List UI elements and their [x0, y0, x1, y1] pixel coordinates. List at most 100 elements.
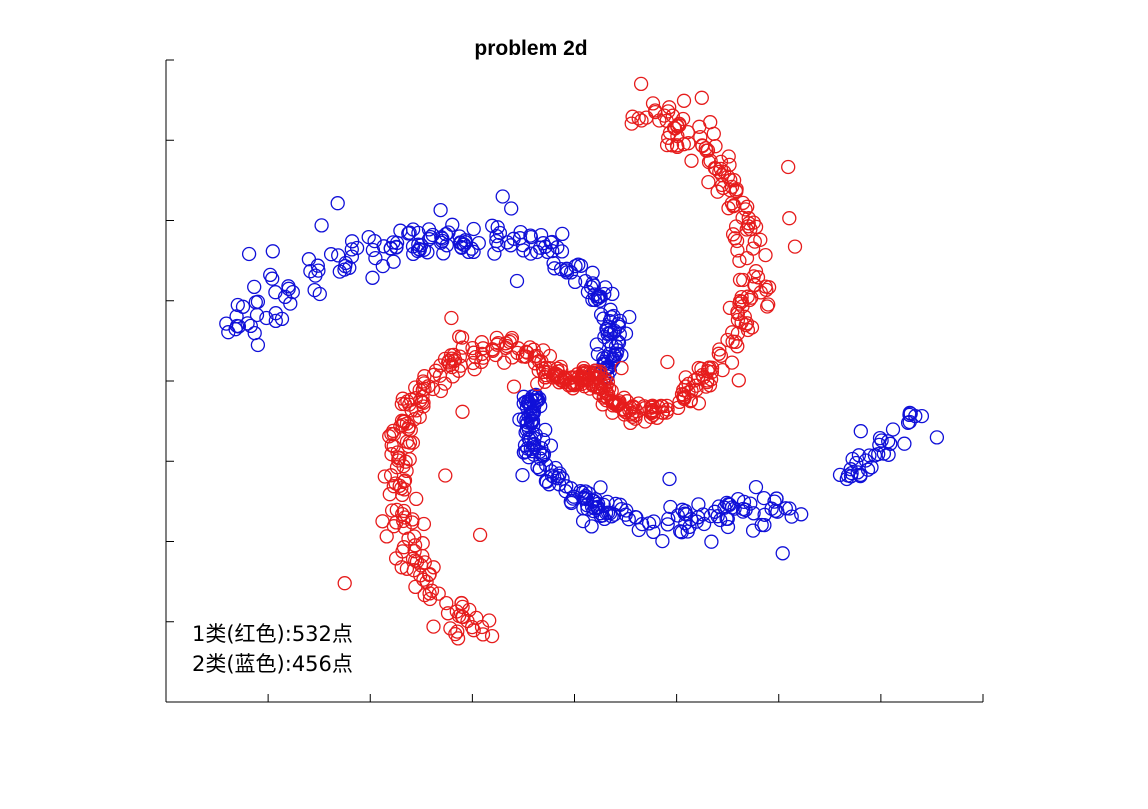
class1-point [396, 503, 412, 519]
class1-point [601, 387, 616, 402]
class1-point [666, 120, 682, 136]
class2-annotation: 2类(蓝色):456点 [192, 652, 353, 676]
class1-point [724, 179, 740, 195]
class1-point [645, 96, 661, 111]
class2-point [663, 499, 678, 515]
class2-point [518, 425, 533, 440]
class2-point [546, 469, 562, 485]
class2-point [673, 524, 688, 539]
class2-point [342, 260, 357, 275]
class1-point [446, 354, 461, 369]
class2-point [768, 503, 783, 518]
class1-point [518, 344, 534, 359]
class2-point [523, 408, 538, 423]
class2-point [466, 221, 481, 237]
class1-point [736, 272, 751, 288]
class2-point [281, 279, 296, 294]
class1-point [561, 378, 577, 393]
class1-point [484, 628, 500, 644]
class1-point [721, 149, 736, 164]
class2-point [489, 228, 504, 244]
class2-point [655, 533, 670, 549]
class1-point [701, 361, 716, 376]
class2-point [529, 244, 545, 260]
class1-point [438, 468, 453, 483]
class2-point [597, 329, 612, 345]
class2-point [661, 511, 676, 527]
class2-point [547, 261, 562, 276]
class2-point [525, 437, 541, 453]
class2-point [874, 433, 889, 448]
class1-annotation: 1类(红色):532点 [192, 622, 353, 646]
y-ticks [166, 59, 174, 703]
class2-point [767, 494, 782, 509]
class2-point [401, 226, 416, 241]
class2-point [719, 495, 734, 511]
class1-point [787, 239, 803, 254]
class1-point [753, 285, 768, 300]
class2-point [722, 497, 737, 512]
class1-point [472, 527, 488, 543]
class2-point [593, 508, 608, 524]
class2-point [368, 250, 383, 266]
class1-point [691, 360, 706, 376]
class1-point [690, 370, 706, 386]
class2-point [587, 292, 603, 308]
class1-point [526, 342, 541, 357]
class2-point [585, 265, 600, 280]
class1-point [453, 358, 468, 373]
class1-point [748, 264, 764, 279]
class2-point [330, 196, 345, 211]
class2-point [538, 457, 554, 473]
class1-point [738, 317, 753, 333]
class1-point [444, 359, 460, 375]
class1-point [395, 417, 410, 433]
class1-point [688, 378, 704, 393]
class1-point [391, 451, 406, 466]
class1-point [760, 299, 775, 314]
class1-point [734, 289, 749, 305]
class2-point [670, 508, 685, 523]
class1-point [426, 367, 442, 382]
class2-point [746, 506, 761, 521]
class1-point [731, 373, 746, 388]
class1-point [711, 346, 726, 361]
class1-point [497, 355, 512, 370]
class2-point [503, 238, 518, 253]
class1-point [440, 606, 456, 621]
class1-point [416, 376, 432, 391]
class2-point [490, 220, 505, 235]
class2-point [265, 244, 280, 259]
class2-point [386, 254, 401, 269]
class2-point [247, 279, 262, 295]
class1-point [405, 515, 420, 530]
class2-point [850, 465, 865, 480]
class1-point [450, 624, 465, 639]
class2-point [230, 297, 245, 313]
class1-point [400, 394, 415, 409]
class2-point [386, 235, 401, 250]
class1-point [397, 396, 413, 412]
class1-point [506, 379, 522, 394]
class1-point [384, 438, 399, 453]
class2-point [914, 408, 930, 424]
class1-point [739, 222, 754, 237]
class1-point [415, 536, 430, 551]
class2-point [312, 286, 327, 302]
class2-point [695, 507, 711, 522]
class1-point [431, 586, 446, 601]
class2-point [851, 448, 867, 463]
class1-point [454, 330, 470, 345]
class1-point [552, 368, 567, 384]
class1-point [617, 407, 632, 422]
class1-point [693, 129, 708, 145]
class2-point [471, 235, 486, 251]
class1-point [444, 351, 459, 366]
class1-point [394, 560, 409, 575]
class2-point [603, 302, 618, 317]
class1-point [722, 300, 738, 316]
class1-point [781, 159, 796, 175]
class1-point [582, 381, 598, 396]
class1-point [625, 109, 640, 124]
